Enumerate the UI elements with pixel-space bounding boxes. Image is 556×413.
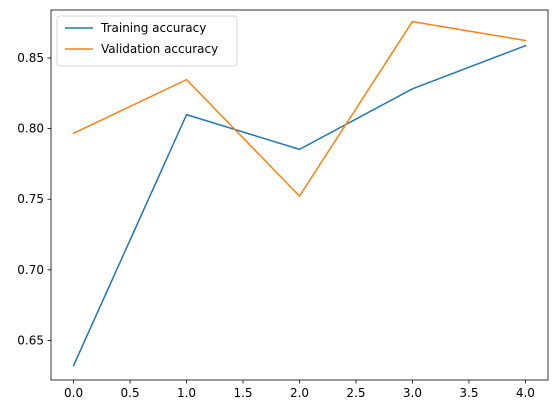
legend-label: Validation accuracy <box>101 42 218 56</box>
x-tick-label: 1.0 <box>177 386 196 400</box>
y-tick-label: 0.70 <box>17 263 44 277</box>
x-tick-label: 3.0 <box>403 386 422 400</box>
y-tick-label: 0.65 <box>17 333 44 347</box>
legend-label: Training accuracy <box>100 21 206 35</box>
y-tick-label: 0.80 <box>17 122 44 136</box>
x-tick-label: 0.0 <box>64 386 83 400</box>
x-tick-label: 4.0 <box>516 386 535 400</box>
x-tick-label: 2.5 <box>346 386 365 400</box>
x-tick-label: 3.5 <box>459 386 478 400</box>
x-tick-label: 2.0 <box>290 386 309 400</box>
x-tick-label: 0.5 <box>121 386 140 400</box>
legend: Training accuracy Validation accuracy <box>56 15 238 67</box>
series-layer <box>72 20 527 367</box>
x-axis-ticks: 0.0 0.5 1.0 1.5 2.0 2.5 3.0 3.5 4.0 <box>64 380 535 400</box>
y-tick-label: 0.75 <box>17 192 44 206</box>
legend-box <box>56 15 238 67</box>
y-tick-label: 0.85 <box>17 51 44 65</box>
x-tick-label: 1.5 <box>233 386 252 400</box>
y-axis-ticks: 0.65 0.70 0.75 0.80 0.85 <box>17 51 51 347</box>
